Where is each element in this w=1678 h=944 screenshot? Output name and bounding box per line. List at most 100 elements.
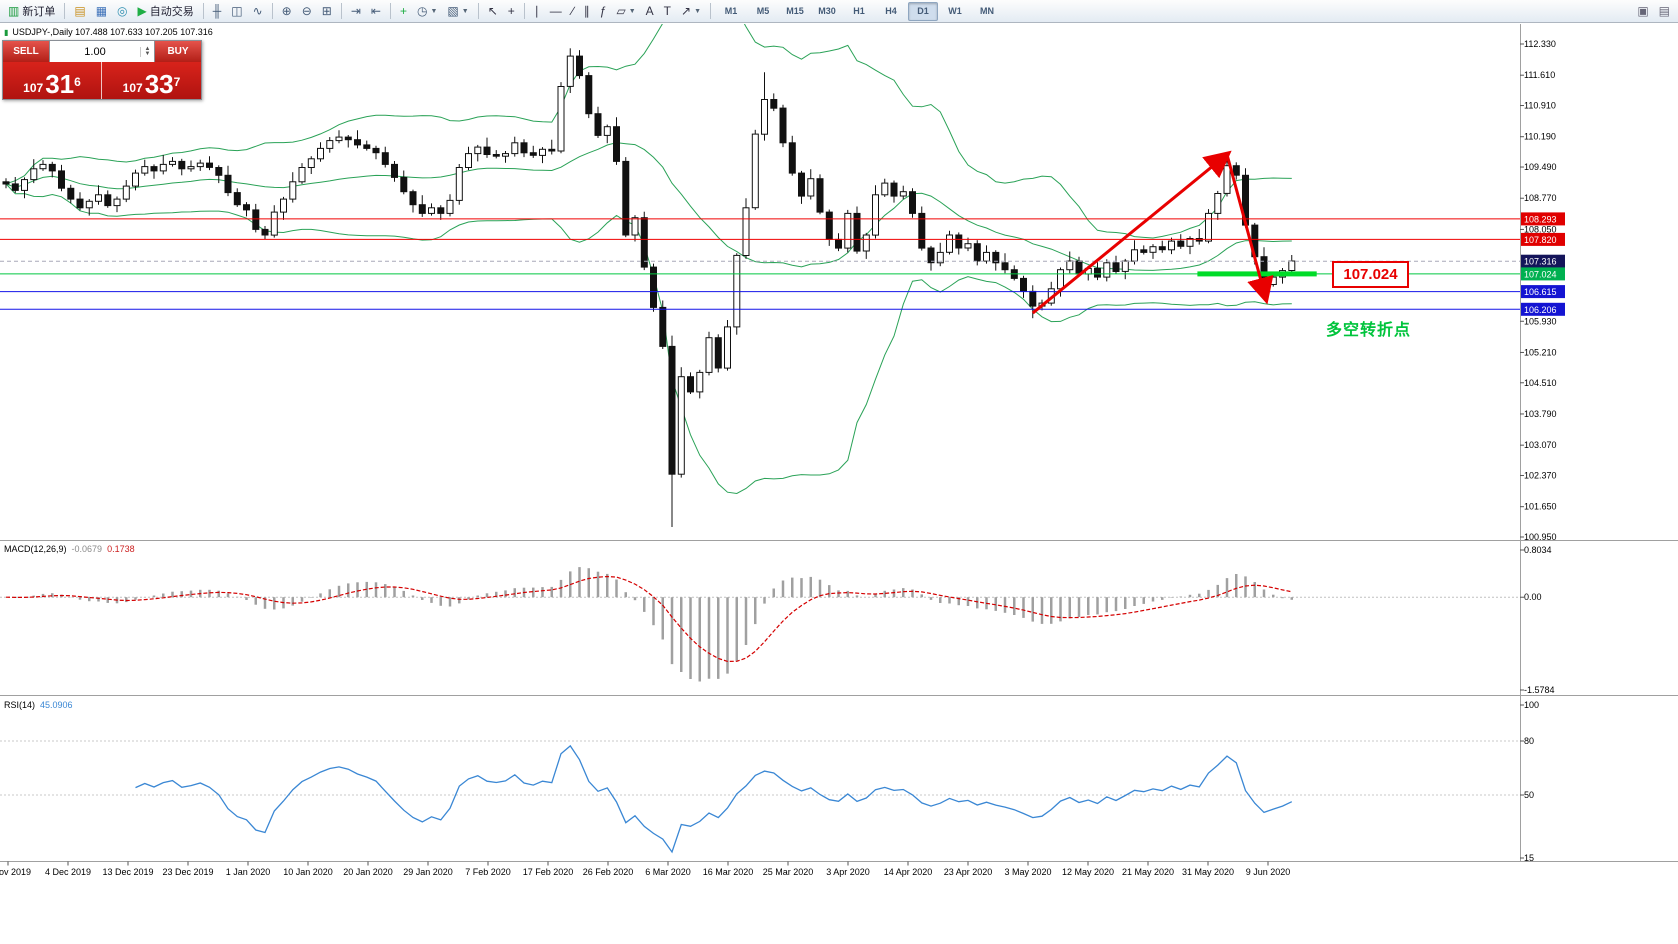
macd-indicator-header: MACD(12,26,9) -0.0679 0.1738 xyxy=(4,544,135,554)
navigator-icon: ◎ xyxy=(117,4,128,18)
horizontal-price-lines[interactable] xyxy=(0,218,1520,310)
buy-price-pips: 33 xyxy=(144,69,174,99)
market-watch-button[interactable]: ▤ xyxy=(69,1,90,22)
text-button[interactable]: A xyxy=(641,1,659,22)
autotrade-icon: ▶ xyxy=(137,4,147,18)
svg-text:106.206: 106.206 xyxy=(1524,305,1557,315)
svg-text:0.8034: 0.8034 xyxy=(1524,545,1552,555)
toolbar-separator xyxy=(271,3,273,19)
shapes-icon: ▱ xyxy=(616,4,626,18)
sell-price-display[interactable]: 107 31 6 xyxy=(3,62,102,99)
indicators-add-button[interactable]: + xyxy=(395,1,412,22)
symbol-icon: ▮ xyxy=(4,27,9,37)
support-price-callout[interactable]: 107.024 xyxy=(1332,261,1409,288)
vertical-line-button[interactable]: ∣ xyxy=(529,1,545,22)
new-order-button[interactable]: ▥ 新订单 xyxy=(3,1,60,22)
horizontal-line-button[interactable]: — xyxy=(545,1,567,22)
tile-windows-button[interactable]: ⊞ xyxy=(317,1,337,22)
buy-price-fraction: 7 xyxy=(173,75,181,89)
bar-chart-button[interactable]: ╫ xyxy=(208,1,227,22)
svg-text:3 Apr 2020: 3 Apr 2020 xyxy=(826,867,870,877)
svg-text:1 Jan 2020: 1 Jan 2020 xyxy=(226,867,271,877)
macd-axis: 0.8034 0.00 -1.5784 xyxy=(1520,545,1555,695)
zoom-in-icon: ⊕ xyxy=(281,4,292,18)
buy-price-display[interactable]: 107 33 7 xyxy=(102,62,201,99)
price-axis[interactable]: 112.330 111.610 110.910 110.190 109.490 108.7… xyxy=(1520,39,1565,542)
timeframe-m5[interactable]: M5 xyxy=(756,6,770,16)
dropdown-caret-icon: ▼ xyxy=(694,7,702,15)
pivot-point-annotation[interactable]: 多空转折点 xyxy=(1326,322,1412,339)
toolbar-right-group: ▣ ▤ xyxy=(1632,1,1675,22)
trendline-button[interactable]: ∕ xyxy=(567,1,579,22)
templates-button[interactable]: ▧ ▼ xyxy=(442,1,473,22)
new-chart-window-button[interactable]: ▣ xyxy=(1632,1,1653,22)
candlestick-chart-icon: ◫ xyxy=(231,4,243,18)
svg-text:107.024: 107.024 xyxy=(1524,269,1557,279)
rsi-panel xyxy=(0,740,1520,854)
navigator-button[interactable]: ◎ xyxy=(112,1,132,22)
text-label-button[interactable]: T xyxy=(659,1,676,22)
periods-button[interactable]: ◷ ▼ xyxy=(412,1,442,22)
svg-text:103.790: 103.790 xyxy=(1524,409,1557,419)
timeframe-h1[interactable]: H1 xyxy=(853,6,865,16)
candlestick-chart-button[interactable]: ◫ xyxy=(226,1,247,22)
svg-text:108.050: 108.050 xyxy=(1524,224,1557,234)
macd-panel xyxy=(0,567,1520,682)
dropdown-caret-icon: ▼ xyxy=(430,7,438,15)
timeframe-mn[interactable]: MN xyxy=(980,6,995,16)
autotrade-button[interactable]: ▶ 自动交易 xyxy=(133,1,199,22)
new-order-label: 新订单 xyxy=(22,6,56,18)
tile-windows-icon: ⊞ xyxy=(321,4,332,18)
svg-text:6 Mar 2020: 6 Mar 2020 xyxy=(645,867,691,877)
lot-size-input[interactable] xyxy=(50,44,140,59)
svg-text:50: 50 xyxy=(1524,790,1534,800)
svg-text:111.610: 111.610 xyxy=(1524,70,1555,80)
lot-increase-button[interactable]: ▲ xyxy=(144,45,151,52)
price-tag-106.206: 106.206 xyxy=(1521,302,1565,316)
svg-text:23 Apr 2020: 23 Apr 2020 xyxy=(944,867,993,877)
svg-text:13 Dec 2019: 13 Dec 2019 xyxy=(102,867,153,877)
svg-text:25 Mar 2020: 25 Mar 2020 xyxy=(763,867,814,877)
auto-scroll-button[interactable]: ⇥ xyxy=(346,1,366,22)
support-zone-line[interactable] xyxy=(1197,271,1317,277)
bar-chart-icon: ╫ xyxy=(212,4,222,18)
timeframe-d1[interactable]: D1 xyxy=(908,1,939,21)
timeframe-m15[interactable]: M15 xyxy=(786,6,804,16)
buy-button[interactable]: BUY xyxy=(155,41,201,62)
time-axis[interactable]: 5 Nov 2019 4 Dec 2019 13 Dec 2019 23 Dec 20… xyxy=(0,861,1290,878)
cursor-button[interactable]: ↖ xyxy=(483,1,503,22)
trend-arrow-annotation[interactable] xyxy=(1031,150,1274,315)
lot-decrease-button[interactable]: ▼ xyxy=(144,50,151,57)
svg-text:100: 100 xyxy=(1524,700,1539,710)
line-chart-button[interactable]: ∿ xyxy=(248,1,268,22)
svg-text:108.770: 108.770 xyxy=(1524,193,1557,203)
dropdown-caret-icon: ▼ xyxy=(461,7,469,15)
one-click-trade-panel: SELL ▲ ▼ BUY 107 31 6 107 33 7 xyxy=(2,40,202,100)
timeframe-h4[interactable]: H4 xyxy=(885,6,897,16)
toolbar-separator xyxy=(710,3,712,19)
price-tag-107.820: 107.820 xyxy=(1521,232,1565,246)
timeframe-m1[interactable]: M1 xyxy=(724,6,738,16)
svg-text:107.316: 107.316 xyxy=(1524,257,1557,267)
timeframe-m30[interactable]: M30 xyxy=(818,6,836,16)
zoom-in-button[interactable]: ⊕ xyxy=(277,1,297,22)
arrows-icon: ↗ xyxy=(681,4,692,18)
zoom-out-button[interactable]: ⊖ xyxy=(297,1,317,22)
dropdown-caret-icon: ▼ xyxy=(628,7,636,15)
data-window-button[interactable]: ▦ xyxy=(91,1,112,22)
svg-text:80: 80 xyxy=(1524,736,1534,746)
rsi-name: RSI(14) xyxy=(4,700,36,710)
fibonacci-button[interactable]: ƒ xyxy=(595,1,612,22)
svg-text:101.650: 101.650 xyxy=(1524,502,1557,512)
crosshair-button[interactable]: + xyxy=(503,1,520,22)
text-icon: A xyxy=(645,4,654,18)
svg-text:104.510: 104.510 xyxy=(1524,378,1557,388)
sell-button[interactable]: SELL xyxy=(3,41,49,62)
timeframe-w1[interactable]: W1 xyxy=(948,6,962,16)
channel-button[interactable]: ∥ xyxy=(579,1,595,22)
shapes-button[interactable]: ▱ ▼ xyxy=(611,1,640,22)
arrows-button[interactable]: ↗ ▼ xyxy=(676,1,706,22)
chart-shift-button[interactable]: ⇤ xyxy=(366,1,386,22)
chart-list-button[interactable]: ▤ xyxy=(1654,1,1675,22)
